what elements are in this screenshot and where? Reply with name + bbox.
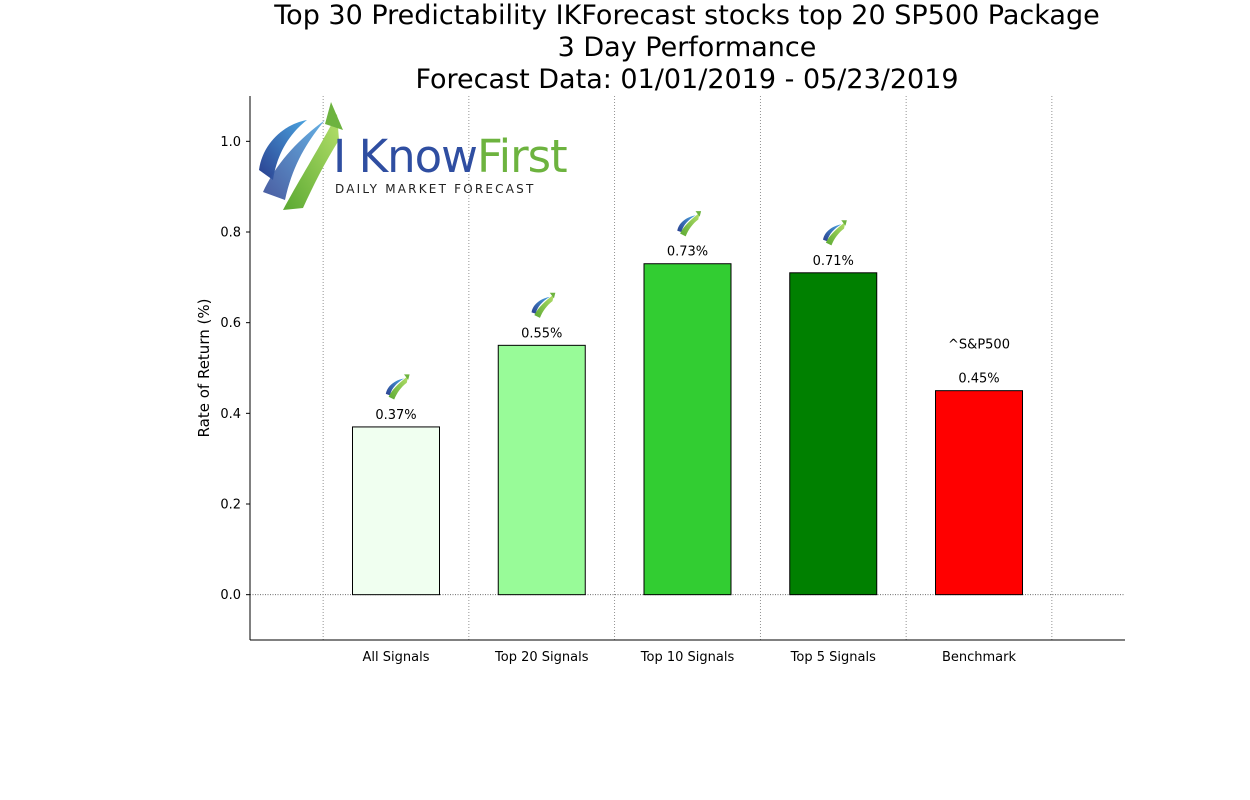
benchmark-annotation: ^S&P500 xyxy=(948,338,1010,353)
logo-tagline: Daily Market Forecast xyxy=(335,182,536,196)
y-axis-label: Rate of Return (%) xyxy=(195,299,213,438)
x-tick-label: Top 20 Signals xyxy=(494,650,589,665)
chart-title: Top 30 Predictability IKForecast stocks … xyxy=(0,0,1250,96)
logo-marker-icon xyxy=(823,220,847,246)
title-line-1: Top 30 Predictability IKForecast stocks … xyxy=(274,0,1100,31)
y-tick-label: 0.2 xyxy=(220,498,241,513)
x-tick-label: Top 5 Signals xyxy=(790,650,876,665)
x-tick-label: Top 10 Signals xyxy=(640,650,735,665)
bar xyxy=(789,272,878,596)
logo-brand-part1: I Know xyxy=(333,130,478,183)
i-know-first-logo: I KnowFirst Daily Market Forecast xyxy=(255,100,568,215)
logo-brand-part2: First xyxy=(476,130,568,183)
data-label: 0.73% xyxy=(667,245,708,260)
logo-marker-icon xyxy=(677,211,702,237)
y-tick-label: 1.0 xyxy=(220,135,241,150)
data-label: 0.71% xyxy=(813,254,854,269)
x-tick-label: Benchmark xyxy=(942,650,1017,665)
logo-marker-icon xyxy=(385,374,410,400)
bar xyxy=(935,390,1023,596)
axes-layer: 0.0 0.2 0.4 0.6 0.8 1.0 All Signals Top 20 Sign… xyxy=(220,96,1125,665)
bar xyxy=(643,263,732,596)
swoosh-logo-icon xyxy=(259,102,343,210)
data-label: 0.45% xyxy=(958,372,999,387)
bar xyxy=(497,344,586,596)
y-tick-label: 0.6 xyxy=(220,316,241,331)
y-tick-label: 0.0 xyxy=(220,588,241,603)
title-line-3: Forecast Data: 01/01/2019 - 05/23/2019 xyxy=(415,64,959,95)
data-label: 0.37% xyxy=(375,408,416,423)
data-label: 0.55% xyxy=(521,326,562,341)
x-tick-label: All Signals xyxy=(363,650,430,665)
bar xyxy=(352,426,440,596)
bars-layer xyxy=(352,263,1023,596)
y-tick-label: 0.8 xyxy=(220,226,241,241)
labels-layer: 0.37% 0.55% 0.73% 0.71% 0.45% ^S&P500 xyxy=(375,211,1010,423)
logo-marker-icon xyxy=(531,292,556,318)
title-line-2: 3 Day Performance xyxy=(557,32,817,63)
y-tick-label: 0.4 xyxy=(220,407,241,422)
logo-wordmark: I KnowFirst xyxy=(333,130,568,183)
